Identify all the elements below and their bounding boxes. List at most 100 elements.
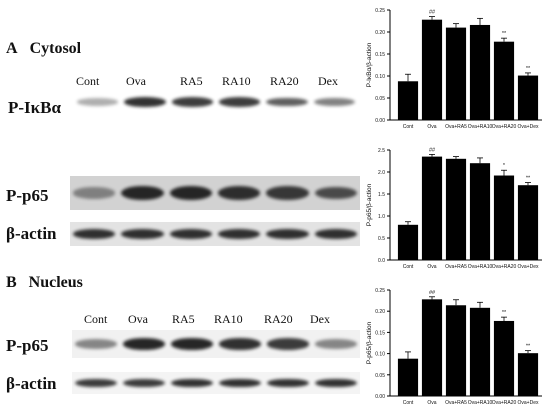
blot-band bbox=[74, 339, 118, 349]
blot-band bbox=[170, 378, 214, 388]
y-tick-label: 0.5 bbox=[378, 236, 385, 242]
y-tick-label: 0.25 bbox=[375, 8, 385, 14]
section-b-letter: B bbox=[6, 274, 17, 291]
blot-band bbox=[314, 339, 358, 349]
blot-band bbox=[169, 229, 213, 239]
blot-cyto-pp65 bbox=[70, 176, 360, 210]
cyto-lane-label: RA20 bbox=[270, 74, 299, 88]
chart-nuc-pp65: 0.00 0.05 0.10 0.15 0.20 0.25 P-p65/β-action Co… bbox=[366, 288, 542, 406]
bar bbox=[421, 156, 443, 260]
section-b-title: Nucleus bbox=[28, 274, 83, 291]
nuc-lane-label: RA5 bbox=[172, 312, 195, 326]
significance-label: ** bbox=[526, 344, 531, 350]
blot-band bbox=[122, 338, 166, 350]
blot-band bbox=[314, 186, 358, 200]
y-tick-label: 0.0 bbox=[378, 258, 385, 264]
blot-label-nuc-pp65: P-p65 bbox=[6, 336, 49, 355]
bar bbox=[493, 41, 515, 120]
bar bbox=[469, 24, 491, 120]
section-a-letter: A bbox=[6, 40, 18, 57]
section-a-header: A Cytosol bbox=[6, 40, 81, 58]
blot-nuc-pp65 bbox=[72, 330, 360, 358]
blot-band bbox=[74, 378, 118, 388]
y-tick-label: 1.0 bbox=[378, 214, 385, 220]
y-tick-label: 0.20 bbox=[375, 309, 385, 315]
blot-band bbox=[122, 378, 166, 388]
cyto-lane-label: Dex bbox=[318, 74, 338, 88]
y-axis-label: P-p65/β-action bbox=[366, 321, 373, 364]
blot-label-cyto-actin: β-actin bbox=[6, 224, 57, 243]
y-axis-label: P-IκBα/β-action bbox=[366, 42, 373, 87]
blot-band bbox=[266, 229, 309, 239]
x-tick-label: Ova+RA20 bbox=[492, 264, 517, 270]
significance-label: * bbox=[503, 163, 506, 169]
x-tick-label: Ova+RA5 bbox=[445, 264, 467, 270]
x-tick-label: Ova+RA5 bbox=[445, 400, 467, 406]
blot-band bbox=[314, 378, 358, 388]
y-tick-label: 0.00 bbox=[375, 118, 385, 124]
cyto-lane-label: Cont bbox=[76, 74, 100, 88]
y-tick-label: 0.05 bbox=[375, 96, 385, 102]
blot-band bbox=[124, 97, 166, 107]
blot-band bbox=[313, 97, 356, 107]
blot-band bbox=[314, 229, 358, 239]
y-tick-label: 0.10 bbox=[375, 352, 385, 358]
nuc-lane-label: Cont bbox=[84, 312, 108, 326]
cyto-lane-label: Ova bbox=[126, 74, 146, 88]
blot-band bbox=[266, 378, 310, 388]
significance-label: ## bbox=[429, 10, 436, 16]
significance-label: ** bbox=[526, 66, 531, 72]
bar bbox=[397, 224, 419, 260]
x-tick-label: Ova bbox=[427, 400, 436, 406]
x-tick-label: Cont bbox=[403, 264, 414, 270]
y-tick-label: 0.15 bbox=[375, 52, 385, 58]
significance-label: ** bbox=[526, 176, 531, 182]
section-b-header: B Nucleus bbox=[6, 274, 83, 292]
blot-band bbox=[76, 98, 119, 106]
blot-nuc-actin bbox=[72, 372, 360, 394]
bar bbox=[421, 19, 443, 120]
nuc-lane-label: RA10 bbox=[214, 312, 243, 326]
x-tick-label: Ova+Dex bbox=[518, 264, 539, 270]
y-tick-label: 0.25 bbox=[375, 288, 385, 294]
blot-band bbox=[218, 97, 261, 107]
blot-band bbox=[171, 97, 214, 107]
blot-band bbox=[72, 187, 116, 199]
blot-cyto-actin bbox=[70, 222, 360, 246]
x-tick-label: Ova+RA10 bbox=[468, 400, 493, 406]
y-tick-label: 0.05 bbox=[375, 373, 385, 379]
x-tick-label: Ova+Dex bbox=[518, 400, 539, 406]
significance-label: ## bbox=[429, 147, 436, 153]
y-tick-label: 0.15 bbox=[375, 330, 385, 336]
bar bbox=[445, 305, 467, 396]
x-tick-label: Cont bbox=[403, 400, 414, 406]
blot-label-pikba: P-IκBα bbox=[8, 98, 61, 117]
blot-band bbox=[169, 186, 213, 200]
blot-band bbox=[72, 229, 116, 239]
nuc-lane-label: Ova bbox=[128, 312, 148, 326]
x-tick-label: Ova+RA20 bbox=[492, 400, 517, 406]
bar bbox=[445, 27, 467, 121]
cyto-lane-label: RA5 bbox=[180, 74, 203, 88]
section-a-title: Cytosol bbox=[29, 40, 82, 57]
x-tick-label: Ova+RA10 bbox=[468, 124, 493, 130]
bar bbox=[397, 358, 419, 396]
bar bbox=[517, 75, 539, 120]
y-tick-label: 0.00 bbox=[375, 394, 385, 400]
blot-label-cyto-pp65: P-p65 bbox=[6, 186, 49, 205]
y-axis-label: P-p65/β-action bbox=[366, 183, 373, 226]
nuc-lane-label: RA20 bbox=[264, 312, 293, 326]
significance-label: ** bbox=[502, 310, 507, 316]
y-tick-label: 0.10 bbox=[375, 74, 385, 80]
significance-label: ** bbox=[502, 31, 507, 37]
bar bbox=[493, 320, 515, 396]
blot-cyto-pikba bbox=[74, 90, 358, 114]
blot-band bbox=[217, 186, 261, 200]
x-tick-label: Cont bbox=[403, 124, 414, 130]
x-tick-label: Ova+RA20 bbox=[492, 124, 517, 130]
x-tick-label: Ova+RA5 bbox=[445, 124, 467, 130]
x-tick-label: Ova+RA10 bbox=[468, 264, 493, 270]
bar bbox=[493, 175, 515, 260]
y-tick-label: 0.20 bbox=[375, 30, 385, 36]
chart-cyto-pikba: 0.00 0.05 0.10 0.15 0.20 0.25 P-IκBα/β-action C… bbox=[366, 8, 542, 130]
